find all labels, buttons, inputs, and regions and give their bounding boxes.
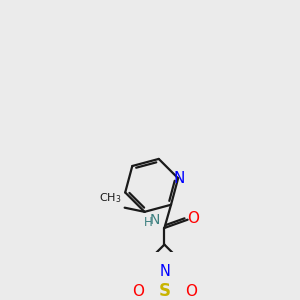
Text: N: N (160, 265, 171, 280)
Text: O: O (188, 212, 200, 226)
FancyBboxPatch shape (158, 284, 171, 298)
Text: N: N (149, 213, 160, 227)
Text: CH$_3$: CH$_3$ (99, 191, 121, 205)
Text: H: H (143, 216, 152, 229)
Text: N: N (173, 171, 184, 186)
Text: O: O (185, 284, 197, 298)
Text: S: S (158, 282, 170, 300)
Text: O: O (132, 284, 144, 298)
